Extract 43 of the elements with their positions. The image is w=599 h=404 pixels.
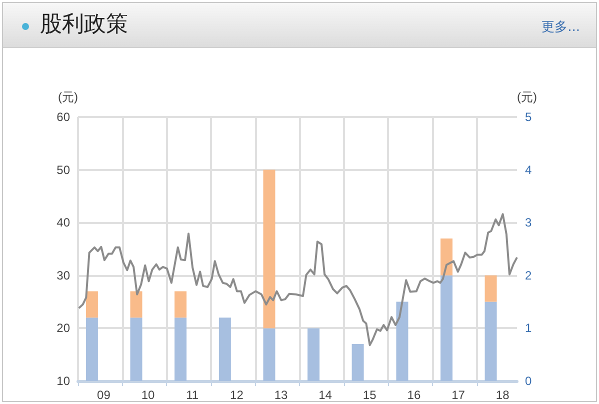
- bar: [263, 328, 276, 381]
- bar: [396, 302, 408, 381]
- y2-tick-label: 0: [525, 374, 532, 388]
- x-tick-label: 17: [452, 388, 466, 402]
- bar: [86, 318, 98, 381]
- x-tick-label: 10: [141, 388, 156, 402]
- bar: [174, 291, 187, 318]
- y2-tick-label: 3: [525, 216, 532, 230]
- x-tick-label: 09: [97, 388, 111, 402]
- line-series: [78, 213, 518, 346]
- chart-title: 股利政策: [40, 11, 128, 39]
- bar: [218, 318, 231, 381]
- y2-axis-title: (元): [517, 90, 537, 104]
- x-tick-label: 12: [230, 388, 244, 402]
- y-tick-label: 40: [56, 216, 70, 230]
- y2-tick-label: 4: [525, 162, 532, 177]
- y2-tick-label: 5: [525, 110, 532, 124]
- y-tick-label: 10: [56, 374, 70, 388]
- bar: [484, 275, 497, 302]
- y-tick-label: 60: [56, 110, 70, 124]
- x-tick-label: 11: [186, 388, 199, 402]
- text: 更多...: [542, 19, 580, 36]
- y-tick-label: 30: [56, 268, 70, 282]
- x-tick-label: 13: [274, 388, 288, 402]
- bar: [484, 302, 497, 381]
- y2-tick-label: 1: [525, 321, 532, 336]
- bar: [130, 291, 142, 318]
- x-tick-label: 14: [318, 388, 332, 402]
- bar: [440, 275, 453, 381]
- bar: [174, 318, 187, 381]
- bar: [352, 344, 364, 381]
- y-axis-title: (元): [58, 90, 78, 104]
- x-tick-label: 15: [362, 388, 377, 402]
- bar: [86, 291, 98, 318]
- x-tick-label: 18: [496, 388, 510, 402]
- x-tick-label: 16: [407, 388, 421, 402]
- y2-tick-label: 2: [525, 268, 532, 282]
- y-tick-label: 50: [56, 162, 70, 177]
- bar: [440, 238, 453, 276]
- y-tick-label: 20: [56, 321, 70, 336]
- bar: [130, 318, 142, 381]
- bar: [308, 328, 320, 381]
- bar: [263, 170, 276, 328]
